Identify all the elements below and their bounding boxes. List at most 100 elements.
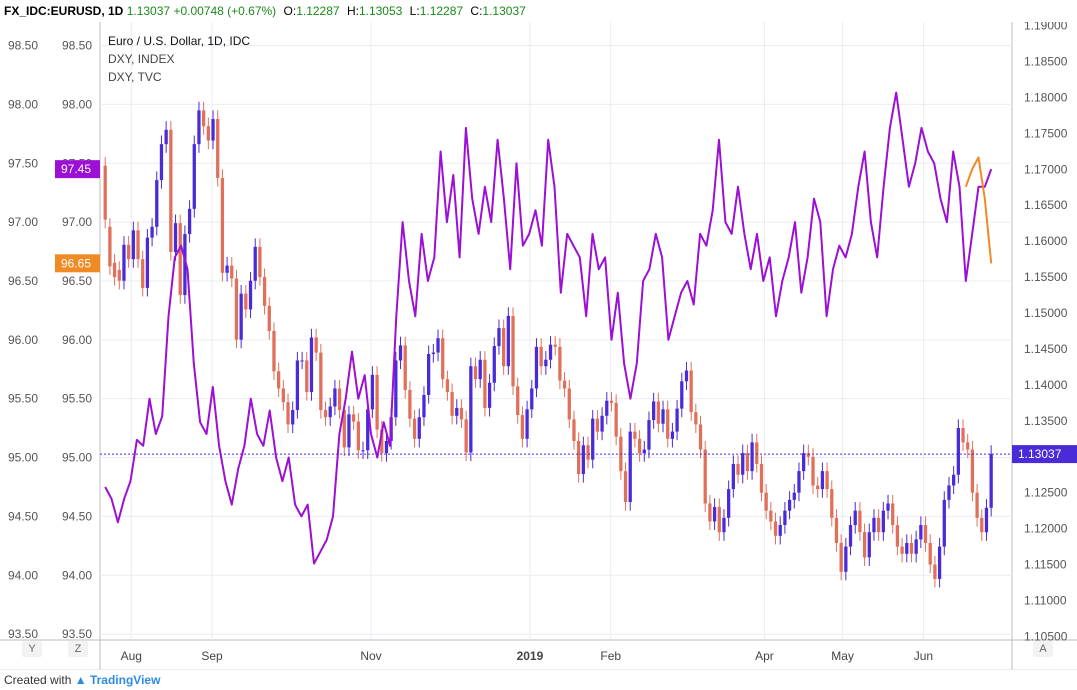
candle-body [342,410,346,448]
candle-body [628,431,632,503]
candle-body [206,126,210,141]
candle-body [759,463,764,493]
legend-dxy-tvc[interactable]: DXY, TVC [108,70,162,84]
candle-body [525,409,529,439]
candle-body [286,402,290,425]
candle-body [909,542,914,554]
candle-body [422,394,426,418]
auto-scale-button[interactable]: A [1033,641,1053,657]
candle-body [262,277,267,306]
candle-body [398,345,403,361]
left-tick-label: 97.00 [8,215,38,229]
y-axis-button[interactable]: Y [22,641,42,657]
candle-body [694,412,698,425]
candle-body [216,119,220,178]
time-tick-label: Nov [360,649,381,663]
candle-body [783,510,787,526]
price-badges: 1.13037 97.45 96.65 [55,160,1077,464]
candle-body [647,420,651,450]
candle-body [539,346,543,367]
candle-body [230,265,234,279]
candle-body [895,525,900,547]
candle-body [192,144,196,209]
candle-body [802,453,806,472]
candle-body [314,337,318,353]
candle-body [361,450,365,452]
price-chart[interactable]: 93.50 93.50 94.00 94.00 94.50 94.50 95.00 95.00… [0,22,1077,670]
candle-body [220,177,225,273]
high-label: H: [346,4,359,18]
candle-body [623,471,628,503]
candle-body [380,429,384,454]
right-tick-label: 1.18500 [1018,55,1068,69]
tradingview-brand[interactable]: TradingView [89,673,161,687]
candle-body [764,492,768,511]
candle-body [272,331,276,372]
candle-body [591,418,595,460]
candle-body [769,510,773,522]
candle-body [717,507,721,533]
candle-body [581,445,585,475]
candle-body [131,230,135,260]
candle-body [108,226,112,267]
candle-body [708,503,712,522]
left-tick-label: 95.00 [8,451,38,465]
candle-body [112,262,117,278]
candle-body [469,366,473,453]
candle-body [989,453,993,508]
candle-body [520,415,525,439]
candle-body [487,382,492,408]
chart-legend: Euro / U.S. Dollar, 1D, IDC DXY, INDEX D… [108,32,250,86]
candle-body [848,525,853,547]
symbol-label[interactable]: FX_IDC:EURUSD, 1D [4,4,124,18]
candle-body [309,337,314,393]
left-tick-label: 96.50 [8,274,38,288]
high-value: 1.13053 [358,4,403,18]
candle-body [741,453,745,475]
candle-body [281,388,285,403]
candle-body [169,129,173,252]
candle-body [492,346,496,383]
candle-body [698,424,703,450]
time-axis-ticks: Aug Sep Nov 2019 Feb Apr May Jun [121,649,933,663]
candle-body [384,440,389,454]
candle-body [614,402,618,437]
z-axis-button[interactable]: Z [68,641,88,657]
candle-body [455,407,459,416]
candle-body [403,345,407,390]
left-tick-label: 98.00 [62,97,92,111]
right-tick-label: 1.11000 [1018,593,1067,607]
candle-body [900,546,904,554]
candle-body [905,542,909,554]
candle-body [567,388,571,420]
right-tick-label: 1.14500 [1018,342,1068,356]
candle-body [666,409,670,439]
candle-body [830,489,834,518]
candle-body [436,338,440,353]
candle-body [787,499,792,511]
candle-body [375,374,379,430]
candle-body [811,456,815,486]
candle-body [586,445,590,460]
candle-body [352,414,356,422]
candle-body [478,359,482,380]
last-price-badge [1012,445,1077,464]
candle-body [712,507,717,522]
candle-body [408,389,412,419]
candle-body [141,259,145,288]
price-change: +0.00748 (+0.67%) [173,4,277,18]
candle-body [609,400,614,403]
candle-body [970,449,975,493]
legend-dxy-index[interactable]: DXY, INDEX [108,52,175,66]
legend-eurusd[interactable]: Euro / U.S. Dollar, 1D, IDC [108,34,251,48]
candle-body [928,542,932,565]
candle-body [652,401,656,421]
right-tick-label: 1.16000 [1018,234,1068,248]
low-value: 1.12287 [419,4,464,18]
candle-body [445,379,450,393]
left-tick-label: 94.00 [62,568,92,582]
candle-body [919,525,923,540]
time-tick-label: Sep [201,649,223,663]
candle-body [773,521,778,536]
candle-body [333,388,337,407]
